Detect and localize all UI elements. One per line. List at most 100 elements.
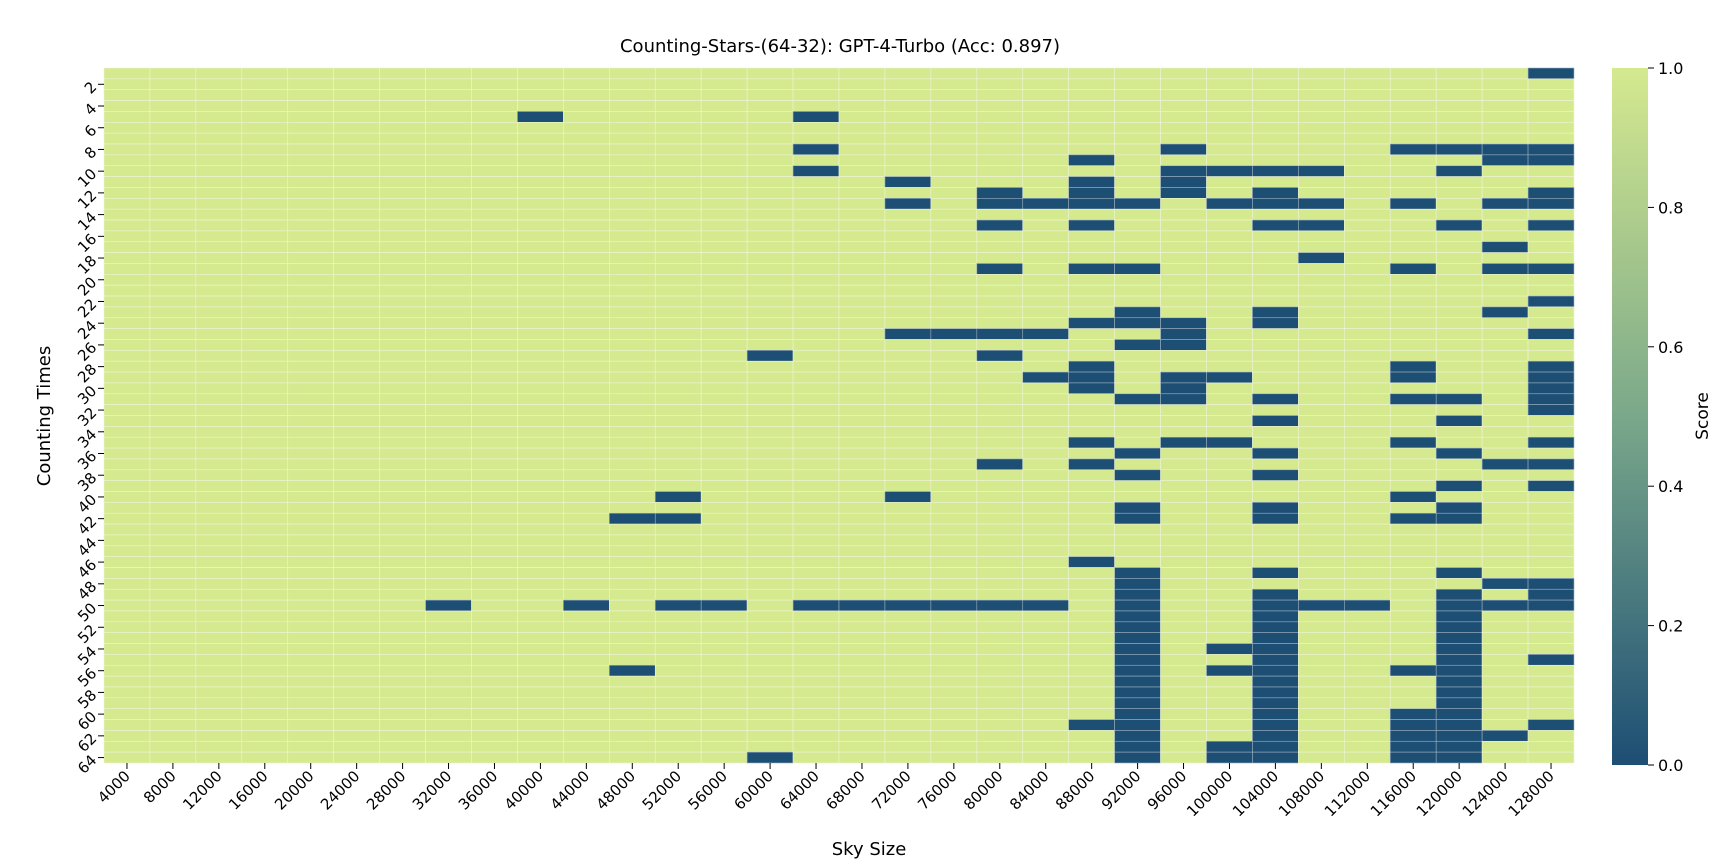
heatmap-cell (287, 426, 334, 438)
heatmap-cell (517, 610, 564, 623)
heatmap-cell (149, 578, 197, 590)
heatmap-cell (425, 241, 472, 253)
heatmap-cell (1160, 621, 1207, 633)
heatmap-cell (1206, 404, 1253, 416)
heatmap-cell (1527, 219, 1575, 232)
heatmap-cell (884, 219, 932, 232)
heatmap-cell (838, 654, 886, 666)
heatmap-cell (287, 78, 334, 91)
heatmap-cell (1022, 154, 1069, 167)
heatmap-cell (654, 447, 702, 460)
heatmap-cell (1481, 121, 1529, 134)
heatmap-cell (1114, 588, 1161, 601)
heatmap-cell (1527, 393, 1575, 405)
heatmap-cell (517, 219, 564, 232)
heatmap-cell (1068, 415, 1115, 427)
heatmap-cell (1344, 730, 1391, 742)
heatmap-cell (838, 469, 886, 481)
heatmap-cell (1022, 447, 1069, 460)
heatmap-cell (1022, 556, 1069, 568)
heatmap-cell (700, 610, 748, 623)
heatmap-cell (700, 317, 748, 329)
heatmap-cell (609, 632, 656, 644)
heatmap-cell (700, 165, 748, 177)
heatmap-cell (333, 154, 380, 167)
heatmap-cell (1435, 632, 1483, 644)
heatmap-cell (1114, 567, 1161, 579)
heatmap-cell (1252, 502, 1299, 514)
heatmap-cell (792, 121, 840, 134)
heatmap-cell (609, 447, 656, 460)
heatmap-cell (1344, 740, 1391, 753)
heatmap-cell (563, 121, 610, 134)
heatmap-cell (1206, 502, 1253, 514)
heatmap-cell (1206, 686, 1253, 699)
heatmap-cell (976, 132, 1024, 145)
heatmap-cell (746, 599, 794, 612)
heatmap-cell (195, 523, 243, 536)
heatmap-cell (1344, 274, 1391, 286)
heatmap-cell (1298, 219, 1345, 232)
heatmap-cell (241, 295, 289, 308)
heatmap-cell (287, 469, 334, 481)
heatmap-cell (1114, 263, 1161, 275)
heatmap-cell (654, 317, 702, 329)
heatmap-cell (700, 284, 748, 297)
heatmap-cell (471, 502, 518, 514)
heatmap-cell (609, 610, 656, 623)
heatmap-cell (333, 284, 380, 297)
heatmap-cell (471, 78, 518, 91)
heatmap-cell (103, 274, 151, 286)
heatmap-cell (287, 415, 334, 427)
heatmap-cell (149, 502, 197, 514)
heatmap-cell (792, 154, 840, 167)
heatmap-cell (333, 719, 380, 731)
heatmap-cell (976, 534, 1024, 547)
heatmap-cell (700, 632, 748, 644)
heatmap-cell (654, 371, 702, 384)
heatmap-cell (287, 382, 334, 395)
heatmap-cell (654, 295, 702, 308)
heatmap-cell (976, 154, 1024, 167)
heatmap-cell (425, 100, 472, 112)
heatmap-cell (1114, 78, 1161, 91)
heatmap-cell (1389, 154, 1437, 167)
heatmap-cell (1344, 78, 1391, 91)
heatmap-cell (654, 154, 702, 167)
heatmap-cell (563, 393, 610, 405)
heatmap-cell (195, 512, 243, 525)
heatmap-cell (517, 632, 564, 644)
heatmap-cell (563, 176, 610, 188)
heatmap-cell (654, 480, 702, 492)
heatmap-cell (241, 360, 289, 373)
heatmap-cell (1022, 317, 1069, 329)
heatmap-cell (976, 350, 1024, 362)
heatmap-cell (746, 751, 794, 764)
heatmap-cell (1252, 740, 1299, 753)
heatmap-cell (1022, 382, 1069, 395)
heatmap-cell (1068, 664, 1115, 677)
heatmap-cell (333, 295, 380, 308)
heatmap-cell (1344, 219, 1391, 232)
heatmap-cell (1252, 534, 1299, 547)
heatmap-cell (517, 198, 564, 210)
heatmap-cell (884, 458, 932, 471)
heatmap-cell (1481, 89, 1529, 101)
heatmap-cell (1344, 502, 1391, 514)
heatmap-cell (1252, 165, 1299, 177)
heatmap-cell (195, 328, 243, 340)
heatmap-cell (1068, 469, 1115, 481)
heatmap-cell (517, 415, 564, 427)
heatmap-cell (241, 697, 289, 710)
heatmap-cell (1527, 491, 1575, 503)
heatmap-cell (884, 295, 932, 308)
heatmap-cell (471, 263, 518, 275)
heatmap-cell (563, 306, 610, 319)
heatmap-cell (1160, 143, 1207, 156)
heatmap-cell (1481, 263, 1529, 275)
heatmap-cell (792, 252, 840, 264)
heatmap-cell (1068, 675, 1115, 688)
heatmap-cell (149, 89, 197, 101)
heatmap-cell (700, 686, 748, 699)
heatmap-cell (792, 89, 840, 101)
